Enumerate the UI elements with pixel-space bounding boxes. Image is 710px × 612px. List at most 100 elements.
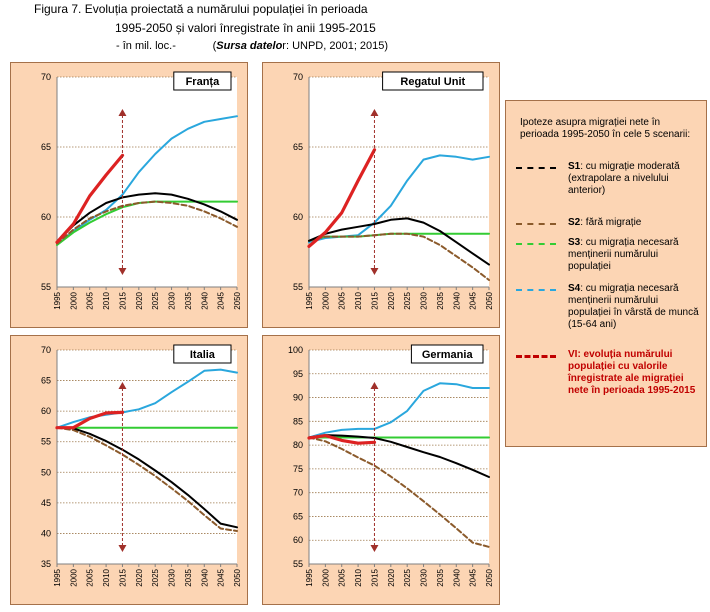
x-tick-label: 2040: [452, 568, 461, 586]
legend: Ipoteze asupra migrației nete în perioad…: [505, 100, 707, 447]
arrow-head-up: [118, 109, 127, 116]
plot-area: [309, 77, 489, 287]
x-tick-label: 2010: [354, 568, 363, 586]
source-paren: (: [212, 40, 217, 52]
arrow-head-up: [118, 382, 127, 389]
y-tick-label: 40: [41, 528, 51, 538]
x-tick-label: 2045: [469, 291, 478, 309]
legend-item-s3: S3: cu migrația necesară menținerii numă…: [568, 237, 700, 273]
y-tick-label: 60: [41, 212, 51, 222]
series-line-s2: [56, 426, 238, 532]
legend-code-s1: S1: [568, 161, 581, 172]
figure-title-line3: - în mil. loc.- (Sursa datelor: UNPD, 20…: [116, 40, 388, 52]
x-tick-label: 1995: [53, 291, 62, 309]
chart-title-box: [382, 71, 484, 91]
series-line-s4: [56, 368, 238, 429]
x-tick-label: 2015: [370, 568, 379, 586]
series-line-s2: [308, 436, 490, 548]
chart-title-box: [410, 344, 484, 364]
x-tick-label: 2020: [387, 291, 396, 309]
y-tick-label: 50: [41, 467, 51, 477]
legend-text-s2: : fără migrație: [580, 217, 642, 228]
arrow-head-down: [118, 268, 127, 275]
x-tick-label: 2025: [151, 291, 160, 309]
x-tick-label: 2000: [69, 568, 78, 586]
chart-title: Regatul Unit: [400, 76, 465, 88]
x-tick-label: 2000: [321, 568, 330, 586]
x-tick-label: 2010: [102, 568, 111, 586]
chart-svg-italia: 35 40 45 50 55 60 65 70 1995 2000 2005 2010 2015 2020…: [41, 344, 242, 587]
x-tick-label: 2045: [469, 568, 478, 586]
y-tick-label: 65: [41, 142, 51, 152]
chart-panel-franta: 55 60 65 70 1995 2000 2005 2010 2015 2020 2025 2030…: [10, 62, 248, 328]
x-tick-label: 2015: [370, 291, 379, 309]
arrow-head-up: [370, 109, 379, 116]
plot-area: [57, 350, 237, 564]
x-tick-label: 2040: [452, 291, 461, 309]
y-tick-label: 90: [293, 393, 303, 403]
x-tick-label: 2020: [387, 568, 396, 586]
chart-title-box: [173, 344, 232, 364]
figure-title-line1: Figura 7. Evoluția proiectată a numărulu…: [34, 2, 368, 16]
series-line-vi: [307, 434, 377, 445]
x-tick-label: 2035: [436, 568, 445, 586]
y-tick-label: 70: [41, 345, 51, 355]
y-tick-label: 60: [293, 212, 303, 222]
y-tick-label: 55: [293, 282, 303, 292]
series-line-s1: [56, 426, 238, 529]
x-tick-label: 2015: [118, 568, 127, 586]
x-tick-label: 2045: [217, 568, 226, 586]
x-tick-label: 2005: [86, 291, 95, 309]
x-tick-label: 2050: [485, 568, 494, 586]
y-tick-label: 45: [41, 498, 51, 508]
series-line-s1: [56, 192, 238, 244]
x-tick-label: 2050: [233, 291, 242, 309]
series-line-vi: [55, 410, 125, 430]
x-tick-label: 2005: [338, 291, 347, 309]
y-tick-label: 65: [41, 376, 51, 386]
chart-svg-regatul-unit: 55 60 65 70 1995 2000 2005 2010 2015 2020 2025 2030…: [293, 71, 494, 310]
x-tick-label: 2025: [403, 291, 412, 309]
arrow-head-up: [370, 382, 379, 389]
x-tick-label: 2025: [151, 568, 160, 586]
legend-line-s4: [516, 289, 556, 291]
chart-svg-germania: 55 60 65 70 75 80 85 90 95 100 1995 2000 2005 2010 201…: [288, 344, 494, 587]
legend-code-s4: S4: [568, 283, 581, 294]
y-tick-label: 65: [293, 142, 303, 152]
legend-line-s3: [516, 243, 556, 245]
x-tick-label: 2010: [354, 291, 363, 309]
figure-title-line2: 1995-2050 și valori înregistrate în anii…: [115, 21, 376, 35]
legend-item-vi: VI: evoluția numărului populației cu val…: [568, 349, 700, 397]
y-tick-label: 70: [293, 72, 303, 82]
series-line-s2: [56, 200, 238, 245]
chart-title: Germania: [422, 349, 474, 361]
legend-text-s4: : cu migrația necesară menținerii număru…: [568, 283, 699, 330]
x-tick-label: 2050: [233, 568, 242, 586]
chart-panel-italia: 35 40 45 50 55 60 65 70 1995 2000 2005 2010 2015 2020…: [10, 335, 248, 605]
series-line-s1: [308, 217, 490, 266]
x-tick-label: 2050: [485, 291, 494, 309]
chart-panel-regatul-unit: 55 60 65 70 1995 2000 2005 2010 2015 2020 2025 2030…: [262, 62, 500, 328]
y-tick-label: 80: [293, 440, 303, 450]
arrow-head-down: [370, 545, 379, 552]
arrow-head-down: [118, 545, 127, 552]
source-label: Sursa datelo: [216, 40, 283, 52]
x-tick-label: 2030: [168, 291, 177, 309]
x-tick-label: 2000: [69, 291, 78, 309]
chart-title: Franța: [186, 76, 221, 88]
x-tick-label: 2030: [420, 568, 429, 586]
legend-item-s2: S2: fără migrație: [568, 217, 700, 229]
x-tick-label: 2030: [168, 568, 177, 586]
legend-text-s3: : cu migrația necesară menținerii număru…: [568, 237, 679, 272]
legend-line-vi: [516, 355, 556, 358]
x-tick-label: 2035: [184, 291, 193, 309]
y-tick-label: 55: [41, 437, 51, 447]
x-tick-label: 1995: [305, 568, 314, 586]
legend-text-vi: : evoluția numărului populației cu valor…: [568, 349, 696, 396]
series-line-s4: [308, 382, 490, 439]
chart-title: Italia: [190, 349, 216, 361]
legend-text-s1: : cu migrație moderată (extrapolare a ni…: [568, 161, 680, 196]
y-tick-label: 85: [293, 416, 303, 426]
y-tick-label: 100: [288, 345, 303, 355]
x-tick-label: 2035: [184, 568, 193, 586]
